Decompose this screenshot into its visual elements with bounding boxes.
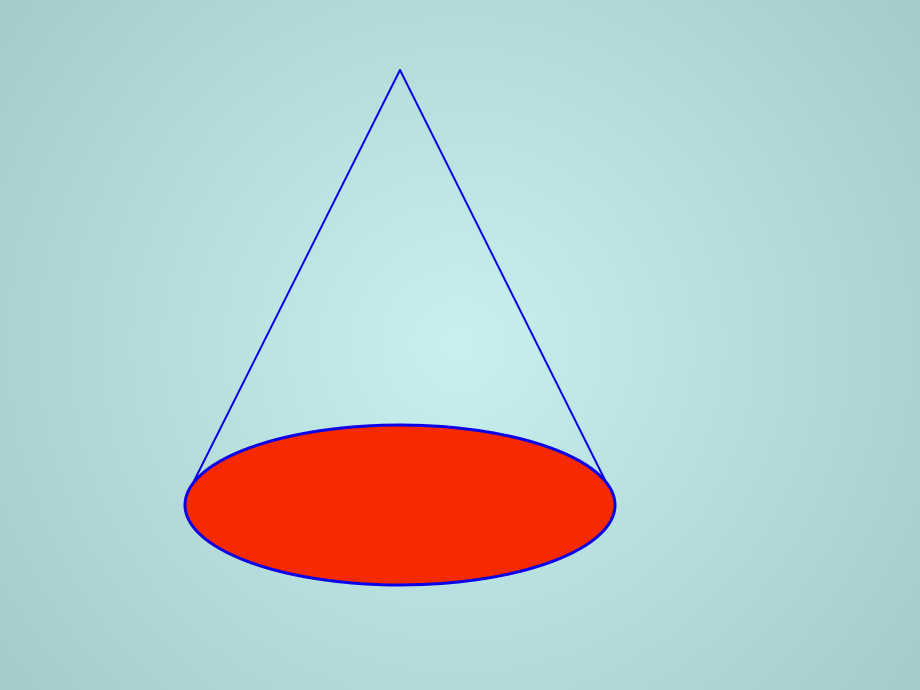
background bbox=[0, 0, 920, 690]
cone-diagram bbox=[0, 0, 920, 690]
cone-base-ellipse bbox=[185, 425, 615, 585]
cone-svg bbox=[0, 0, 920, 690]
